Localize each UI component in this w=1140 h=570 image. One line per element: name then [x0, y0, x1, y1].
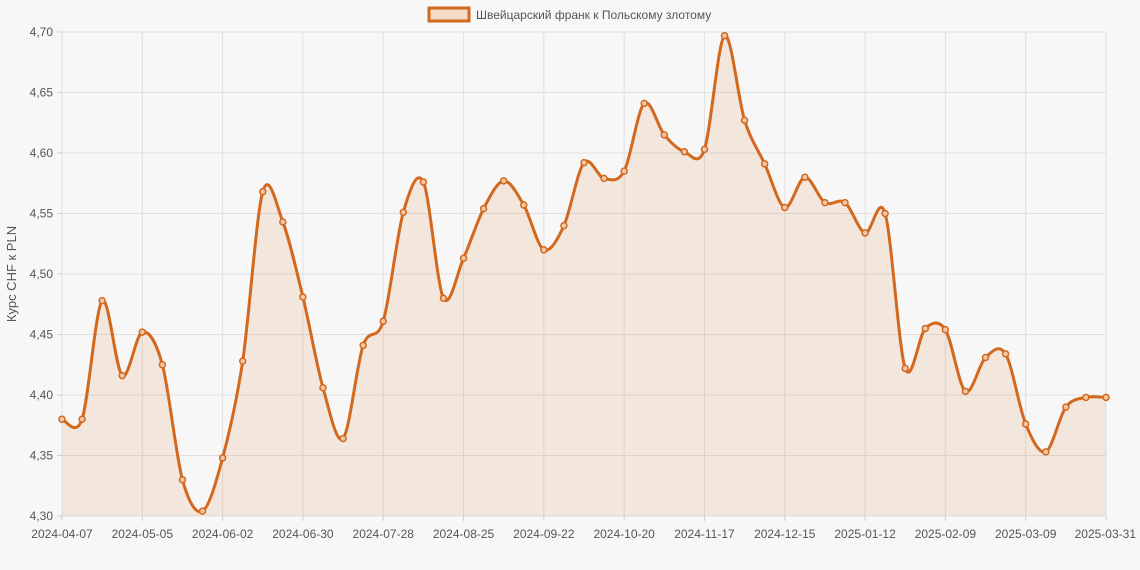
x-axis-ticks: 2024-04-07 2024-05-05 2024-06-02 2024-06-30…: [31, 516, 1136, 541]
data-point[interactable]: [279, 218, 287, 226]
data-point[interactable]: [218, 454, 227, 462]
data-point[interactable]: [600, 174, 608, 183]
x-tick-label: 2024-06-02: [192, 527, 254, 541]
x-tick-label: 2024-05-05: [112, 527, 174, 541]
data-point[interactable]: [1042, 448, 1050, 456]
data-point[interactable]: [198, 507, 207, 515]
data-point[interactable]: [821, 198, 829, 207]
y-tick-label: 4,40: [30, 388, 54, 402]
data-point[interactable]: [640, 99, 648, 108]
data-point[interactable]: [881, 209, 889, 218]
data-point[interactable]: [861, 229, 869, 237]
data-point[interactable]: [58, 415, 66, 423]
data-point[interactable]: [1082, 393, 1090, 402]
data-point[interactable]: [399, 208, 408, 217]
data-point[interactable]: [801, 173, 809, 181]
grid: [61, 31, 1107, 517]
data-point[interactable]: [941, 325, 950, 334]
legend[interactable]: Швейцарский франк к Польскому злотому: [427, 6, 711, 23]
x-tick-label: 2024-08-25: [433, 527, 495, 541]
data-point[interactable]: [901, 364, 909, 373]
data-point[interactable]: [760, 160, 769, 168]
data-point[interactable]: [379, 317, 387, 325]
data-point[interactable]: [680, 148, 689, 156]
data-point[interactable]: [118, 371, 126, 380]
data-point[interactable]: [419, 178, 428, 186]
y-tick-label: 4,65: [30, 86, 54, 100]
y-axis-ticks: 4,30 4,35 4,40 4,45 4,50 4,55 4,60 4,65 4,70: [30, 25, 62, 523]
data-point[interactable]: [479, 204, 488, 213]
data-point[interactable]: [1062, 403, 1070, 411]
data-point[interactable]: [981, 353, 990, 362]
y-tick-label: 4,35: [30, 449, 54, 463]
data-point[interactable]: [580, 158, 588, 167]
points-layer: [58, 31, 1110, 515]
data-point[interactable]: [1001, 350, 1010, 358]
data-point[interactable]: [660, 131, 669, 139]
x-tick-label: 2024-12-15: [754, 527, 816, 541]
data-point[interactable]: [439, 294, 448, 302]
series-line: [61, 34, 1107, 514]
data-point[interactable]: [178, 475, 187, 484]
x-tick-label: 2024-09-22: [513, 527, 575, 541]
data-point[interactable]: [921, 324, 930, 333]
data-point[interactable]: [359, 341, 367, 350]
data-point[interactable]: [1102, 393, 1110, 402]
data-point[interactable]: [540, 246, 548, 254]
legend-swatch: [427, 6, 471, 23]
legend-label: Швейцарский франк к Польскому злотому: [476, 8, 711, 22]
data-point[interactable]: [259, 187, 267, 196]
data-point[interactable]: [138, 328, 147, 336]
data-point[interactable]: [560, 221, 568, 230]
data-point[interactable]: [78, 415, 86, 423]
data-point[interactable]: [781, 203, 789, 212]
area-layer: [62, 35, 1106, 516]
x-tick-label: 2025-03-31: [1075, 527, 1137, 541]
x-tick-label: 2024-07-28: [353, 527, 415, 541]
y-tick-label: 4,45: [30, 328, 54, 342]
data-point[interactable]: [319, 383, 327, 392]
data-point[interactable]: [499, 177, 508, 185]
data-point[interactable]: [700, 145, 709, 154]
x-tick-label: 2024-10-20: [593, 527, 655, 541]
data-point[interactable]: [841, 198, 849, 207]
y-tick-label: 4,60: [30, 146, 54, 160]
series-area: [62, 35, 1106, 516]
y-tick-label: 4,55: [30, 207, 54, 221]
x-tick-label: 2024-04-07: [31, 527, 93, 541]
x-tick-label: 2025-03-09: [995, 527, 1057, 541]
data-point[interactable]: [98, 296, 106, 305]
data-point[interactable]: [720, 31, 729, 40]
data-point[interactable]: [299, 293, 307, 301]
line-layer: [61, 34, 1107, 514]
data-point[interactable]: [339, 434, 347, 443]
x-tick-label: 2025-01-12: [834, 527, 896, 541]
data-point[interactable]: [740, 116, 749, 125]
data-point[interactable]: [520, 201, 528, 209]
data-point[interactable]: [961, 387, 970, 396]
y-tick-label: 4,70: [30, 25, 54, 39]
y-tick-label: 4,50: [30, 267, 54, 281]
x-tick-label: 2024-06-30: [272, 527, 334, 541]
x-tick-label: 2025-02-09: [915, 527, 977, 541]
x-tick-label: 2024-11-17: [674, 527, 735, 541]
data-point[interactable]: [459, 254, 468, 263]
y-tick-label: 4,30: [30, 509, 54, 523]
y-axis-title: Курс CHF к PLN: [4, 226, 19, 322]
data-point[interactable]: [620, 167, 628, 175]
data-point[interactable]: [238, 357, 247, 365]
data-point[interactable]: [1021, 420, 1030, 428]
data-point[interactable]: [158, 361, 167, 369]
